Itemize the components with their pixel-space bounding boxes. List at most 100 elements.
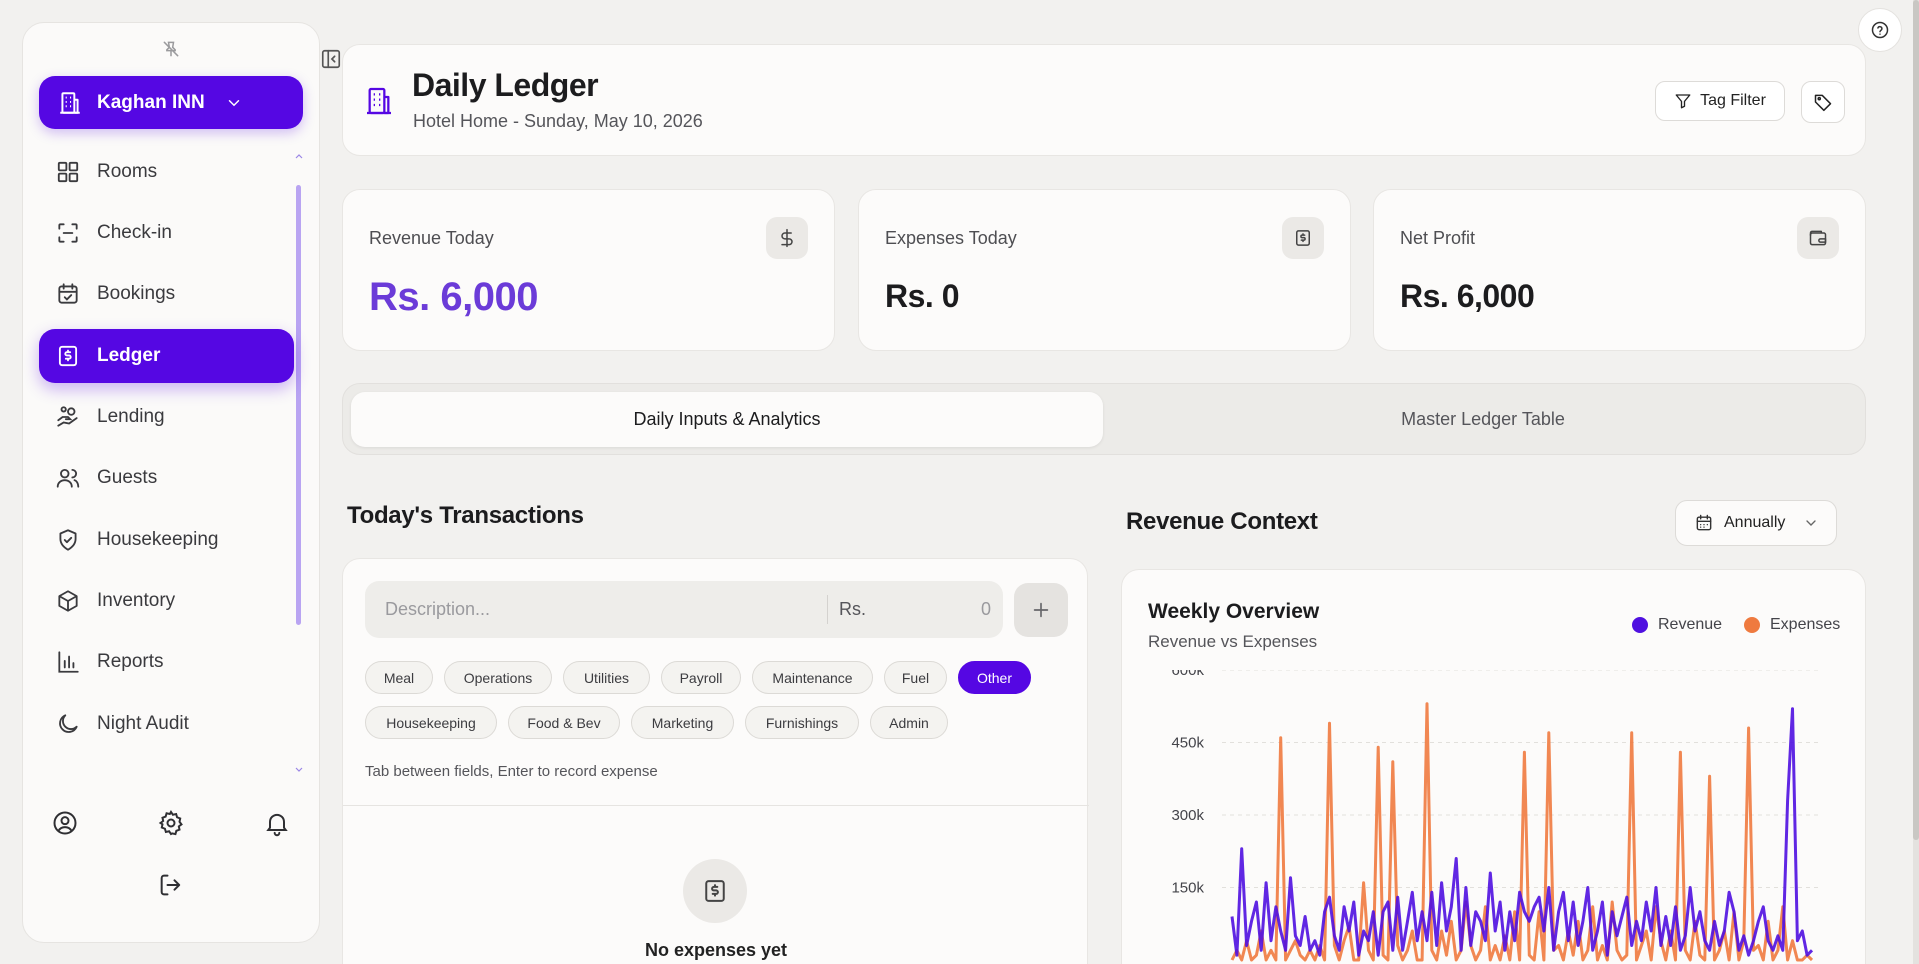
category-chip[interactable]: Housekeeping	[365, 706, 497, 739]
chart-subtitle: Revenue vs Expenses	[1148, 632, 1318, 651]
sidebar-item-ledger[interactable]: Ledger	[39, 329, 294, 383]
series-line-revenue	[1230, 707, 1814, 957]
y-tick-label: 300k	[1171, 807, 1204, 824]
scroll-up-icon[interactable]	[295, 153, 303, 159]
grid-icon	[55, 159, 81, 185]
sidebar-item-bookings[interactable]: Bookings	[39, 267, 294, 321]
weekly-overview-card: Weekly Overview Revenue vs Expenses Reve…	[1121, 569, 1866, 964]
sidebar-item-label: Guests	[97, 467, 158, 488]
bar-chart-icon	[55, 649, 81, 675]
expense-entry: Rs.	[365, 581, 1003, 638]
pin-off-icon[interactable]	[161, 39, 181, 59]
category-chip[interactable]: Food & Bev	[508, 706, 620, 739]
empty-state-text: No expenses yet	[644, 940, 788, 960]
receipt-icon	[683, 859, 747, 923]
category-chip[interactable]: Payroll	[661, 661, 741, 694]
tab-daily-inputs[interactable]: Daily Inputs & Analytics	[351, 392, 1103, 447]
category-chip[interactable]: Admin	[870, 706, 948, 739]
bell-icon[interactable]	[263, 809, 291, 837]
filter-icon	[1674, 92, 1692, 110]
y-tick-label: 150k	[1171, 880, 1204, 897]
stat-label: Expenses Today	[885, 228, 1017, 248]
sidebar-collapse-icon[interactable]	[320, 48, 342, 70]
tags-button[interactable]	[1801, 81, 1845, 123]
transactions-card: Rs. Meal Operations Utilities Payroll Ma…	[342, 558, 1089, 964]
category-chip[interactable]: Meal	[365, 661, 433, 694]
stat-value: Rs. 6,000	[369, 275, 538, 319]
sidebar-item-label: Lending	[97, 406, 165, 427]
page-title: Daily Ledger	[412, 67, 599, 103]
sidebar-item-check-in[interactable]: Check-in	[39, 206, 294, 260]
help-button[interactable]	[1858, 8, 1902, 52]
sidebar-item-lending[interactable]: Lending	[39, 390, 294, 444]
category-chip-selected[interactable]: Other	[958, 661, 1031, 694]
weekly-overview-chart: 600k 450k 300k 150k	[1171, 670, 1822, 962]
building-icon	[57, 90, 83, 116]
ledger-tabs: Daily Inputs & Analytics Master Ledger T…	[342, 383, 1866, 455]
hotel-selector[interactable]: Kaghan INN	[39, 76, 303, 129]
sidebar-item-night-audit[interactable]: Night Audit	[39, 697, 294, 751]
page-subtitle: Hotel Home - Sunday, May 10, 2026	[413, 111, 703, 131]
tag-filter-label: Tag Filter	[1700, 92, 1766, 109]
stat-label: Net Profit	[1400, 228, 1476, 248]
sidebar-scrollbar[interactable]	[296, 185, 301, 625]
stat-value: Rs. 0	[885, 278, 959, 314]
sidebar-item-rooms[interactable]: Rooms	[39, 145, 294, 199]
category-chip[interactable]: Marketing	[631, 706, 734, 739]
shield-icon	[55, 527, 81, 553]
user-circle-icon[interactable]	[51, 809, 79, 837]
sidebar-item-housekeeping[interactable]: Housekeeping	[39, 513, 294, 567]
legend-label: Expenses	[1770, 616, 1841, 633]
sidebar-item-label: Bookings	[97, 283, 176, 304]
category-chip[interactable]: Operations	[444, 661, 552, 694]
y-tick-label: 450k	[1171, 735, 1204, 752]
page-scrollbar[interactable]	[1913, 0, 1919, 964]
category-chip[interactable]: Maintenance	[752, 661, 873, 694]
legend-dot	[1744, 617, 1760, 633]
building-icon	[363, 85, 395, 117]
calendar-icon	[55, 281, 81, 307]
stat-label: Revenue Today	[369, 228, 494, 248]
receipt-icon	[1282, 217, 1324, 259]
tag-filter-button[interactable]: Tag Filter	[1655, 81, 1785, 121]
sidebar: Kaghan INN Rooms Check-in Bookings Ledge…	[22, 22, 320, 943]
sidebar-item-label: Housekeeping	[97, 529, 219, 550]
description-input[interactable]	[365, 581, 825, 638]
category-chip[interactable]: Utilities	[563, 661, 650, 694]
currency-label: Rs.	[839, 599, 866, 619]
chevron-down-icon	[1803, 515, 1819, 531]
chart-title: Weekly Overview	[1148, 600, 1320, 623]
legend-label: Revenue	[1658, 616, 1723, 633]
logout-icon[interactable]	[157, 871, 185, 899]
amount-input[interactable]	[895, 581, 991, 638]
tab-master-ledger[interactable]: Master Ledger Table	[1401, 409, 1565, 429]
sidebar-item-label: Reports	[97, 651, 164, 672]
page-scrollbar-thumb[interactable]	[1913, 0, 1919, 840]
scroll-down-icon[interactable]	[295, 767, 303, 773]
category-chip[interactable]: Furnishings	[745, 706, 859, 739]
sidebar-nav: Rooms Check-in Bookings Ledger Lending G…	[39, 145, 294, 785]
receipt-icon	[55, 343, 81, 369]
moon-icon	[55, 711, 81, 737]
expenses-today-card: Expenses Today Rs. 0	[858, 189, 1351, 351]
page-header: Daily Ledger Hotel Home - Sunday, May 10…	[342, 44, 1866, 156]
sidebar-item-guests[interactable]: Guests	[39, 451, 294, 505]
category-chip[interactable]: Fuel	[884, 661, 947, 694]
plus-icon	[1030, 599, 1052, 621]
dollar-icon	[766, 217, 808, 259]
net-profit-card: Net Profit Rs. 6,000	[1373, 189, 1866, 351]
revenue-context-title: Revenue Context	[1126, 508, 1318, 535]
sidebar-item-reports[interactable]: Reports	[39, 635, 294, 689]
stat-value: Rs. 6,000	[1400, 278, 1535, 314]
y-tick-label: 600k	[1171, 670, 1204, 679]
calendar-icon	[1694, 513, 1714, 533]
series-line-expenses	[1230, 702, 1814, 962]
gear-icon[interactable]	[157, 809, 185, 837]
sidebar-item-label: Ledger	[97, 345, 161, 366]
add-expense-button[interactable]	[1014, 583, 1068, 637]
hotel-name: Kaghan INN	[97, 91, 205, 113]
legend-revenue: Revenue	[1632, 616, 1722, 634]
period-select[interactable]: Annually	[1675, 500, 1837, 546]
sidebar-item-inventory[interactable]: Inventory	[39, 574, 294, 628]
chevron-down-icon	[225, 94, 243, 112]
